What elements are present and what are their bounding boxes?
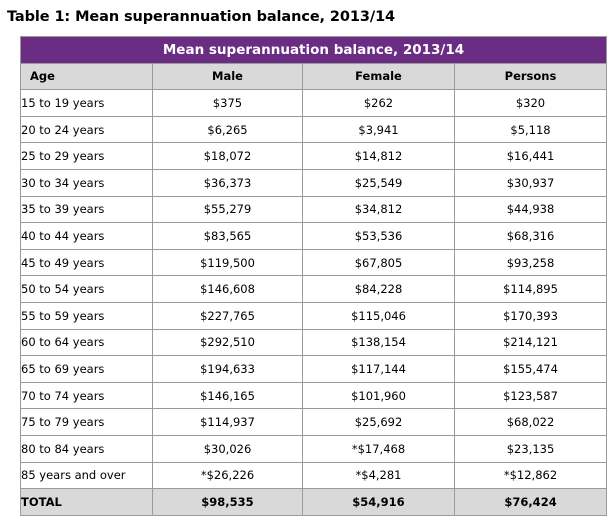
table-row: 70 to 74 years $146,165 $101,960 $123,587 xyxy=(20,381,608,410)
total-female: $54,916 xyxy=(302,488,455,516)
female-cell: $262 xyxy=(302,89,455,117)
table-row: 20 to 24 years $6,265 $3,941 $5,118 xyxy=(20,115,608,144)
persons-cell: $23,135 xyxy=(453,434,608,463)
persons-cell: $44,938 xyxy=(453,195,608,224)
table-row: 50 to 54 years $146,608 $84,228 $114,895 xyxy=(20,275,608,303)
female-cell: $138,154 xyxy=(302,328,455,357)
age-cell: 85 years and over xyxy=(20,461,153,490)
total-label: TOTAL xyxy=(20,488,153,516)
total-row: TOTAL $98,535 $54,916 $76,424 xyxy=(20,488,608,516)
table-row: 60 to 64 years $292,510 $138,154 $214,121 xyxy=(20,328,608,357)
persons-cell: $170,393 xyxy=(453,301,608,330)
female-cell: $67,805 xyxy=(302,248,455,277)
table-row: 40 to 44 years $83,565 $53,536 $68,316 xyxy=(20,222,608,250)
age-cell: 65 to 69 years xyxy=(20,355,153,383)
persons-cell: $114,895 xyxy=(453,275,608,303)
male-cell: $83,565 xyxy=(152,222,303,250)
persons-cell: $93,258 xyxy=(453,248,608,277)
persons-cell: $214,121 xyxy=(453,328,608,357)
table-row: 15 to 19 years $375 $262 $320 xyxy=(20,89,608,117)
table-banner-row: Mean superannuation balance, 2013/14 xyxy=(19,36,608,64)
female-cell: $84,228 xyxy=(302,275,455,303)
age-cell: 40 to 44 years xyxy=(20,222,153,250)
female-cell: $53,536 xyxy=(302,222,455,250)
column-header-age: Age xyxy=(20,62,153,91)
male-cell: $114,937 xyxy=(152,408,303,436)
column-header-persons: Persons xyxy=(453,62,608,91)
female-cell: $25,549 xyxy=(302,168,455,197)
persons-cell: $5,118 xyxy=(453,115,608,144)
male-cell: $146,608 xyxy=(152,275,303,303)
persons-cell: *$12,862 xyxy=(453,461,608,490)
male-cell: $30,026 xyxy=(152,434,303,463)
male-cell: $227,765 xyxy=(152,301,303,330)
persons-cell: $155,474 xyxy=(453,355,608,383)
persons-cell: $16,441 xyxy=(453,142,608,170)
female-cell: $117,144 xyxy=(302,355,455,383)
male-cell: $146,165 xyxy=(152,381,303,410)
age-cell: 60 to 64 years xyxy=(20,328,153,357)
age-cell: 75 to 79 years xyxy=(20,408,153,436)
male-cell: $36,373 xyxy=(152,168,303,197)
persons-cell: $68,316 xyxy=(453,222,608,250)
male-cell: $6,265 xyxy=(152,115,303,144)
age-cell: 15 to 19 years xyxy=(20,89,153,117)
table-body: 15 to 19 years $375 $262 $320 20 to 24 years… xyxy=(20,89,608,490)
age-cell: 50 to 54 years xyxy=(20,275,153,303)
table-caption: Table 1: Mean superannuation balance, 20… xyxy=(7,9,396,25)
male-cell: $119,500 xyxy=(152,248,303,277)
table-row: 80 to 84 years $30,026 *$17,468 $23,135 xyxy=(20,434,608,463)
total-persons: $76,424 xyxy=(453,488,608,516)
age-cell: 45 to 49 years xyxy=(20,248,153,277)
age-cell: 70 to 74 years xyxy=(20,381,153,410)
column-header-female: Female xyxy=(302,62,455,91)
table-row: 55 to 59 years $227,765 $115,046 $170,393 xyxy=(20,301,608,330)
male-cell: $55,279 xyxy=(152,195,303,224)
female-cell: *$4,281 xyxy=(302,461,455,490)
superannuation-table: Mean superannuation balance, 2013/14 Age… xyxy=(19,36,608,516)
table-banner: Mean superannuation balance, 2013/14 xyxy=(19,36,608,64)
column-header-row: Age Male Female Persons xyxy=(20,62,608,91)
male-cell: $194,633 xyxy=(152,355,303,383)
age-cell: 80 to 84 years xyxy=(20,434,153,463)
male-cell: *$26,226 xyxy=(152,461,303,490)
table-row: 65 to 69 years $194,633 $117,144 $155,474 xyxy=(20,355,608,383)
table-row: 30 to 34 years $36,373 $25,549 $30,937 xyxy=(20,168,608,197)
female-cell: $34,812 xyxy=(302,195,455,224)
age-cell: 25 to 29 years xyxy=(20,142,153,170)
table-row: 75 to 79 years $114,937 $25,692 $68,022 xyxy=(20,408,608,436)
persons-cell: $320 xyxy=(453,89,608,117)
female-cell: *$17,468 xyxy=(302,434,455,463)
female-cell: $101,960 xyxy=(302,381,455,410)
total-male: $98,535 xyxy=(152,488,303,516)
age-cell: 55 to 59 years xyxy=(20,301,153,330)
female-cell: $3,941 xyxy=(302,115,455,144)
female-cell: $25,692 xyxy=(302,408,455,436)
table-row: 45 to 49 years $119,500 $67,805 $93,258 xyxy=(20,248,608,277)
persons-cell: $68,022 xyxy=(453,408,608,436)
persons-cell: $30,937 xyxy=(453,168,608,197)
male-cell: $375 xyxy=(152,89,303,117)
persons-cell: $123,587 xyxy=(453,381,608,410)
female-cell: $115,046 xyxy=(302,301,455,330)
table-row: 35 to 39 years $55,279 $34,812 $44,938 xyxy=(20,195,608,224)
male-cell: $18,072 xyxy=(152,142,303,170)
age-cell: 20 to 24 years xyxy=(20,115,153,144)
table-row: 25 to 29 years $18,072 $14,812 $16,441 xyxy=(20,142,608,170)
table-row: 85 years and over *$26,226 *$4,281 *$12,862 xyxy=(20,461,608,490)
female-cell: $14,812 xyxy=(302,142,455,170)
age-cell: 30 to 34 years xyxy=(20,168,153,197)
column-header-male: Male xyxy=(152,62,303,91)
age-cell: 35 to 39 years xyxy=(20,195,153,224)
male-cell: $292,510 xyxy=(152,328,303,357)
